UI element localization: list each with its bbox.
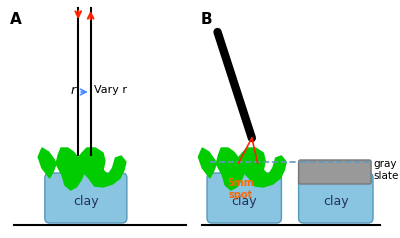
Text: gray
slate: gray slate <box>373 159 398 181</box>
Polygon shape <box>198 148 286 190</box>
Text: 5mm
spot: 5mm spot <box>227 178 254 200</box>
Text: A: A <box>10 12 21 27</box>
FancyBboxPatch shape <box>299 173 373 223</box>
Text: clay: clay <box>232 195 257 208</box>
FancyBboxPatch shape <box>207 173 282 223</box>
FancyBboxPatch shape <box>45 173 127 223</box>
Text: clay: clay <box>323 195 349 208</box>
FancyBboxPatch shape <box>299 160 371 184</box>
Text: Vary r: Vary r <box>94 85 128 95</box>
Text: r: r <box>70 84 75 96</box>
Text: clay: clay <box>73 195 99 208</box>
Text: B: B <box>200 12 212 27</box>
Polygon shape <box>38 148 126 190</box>
